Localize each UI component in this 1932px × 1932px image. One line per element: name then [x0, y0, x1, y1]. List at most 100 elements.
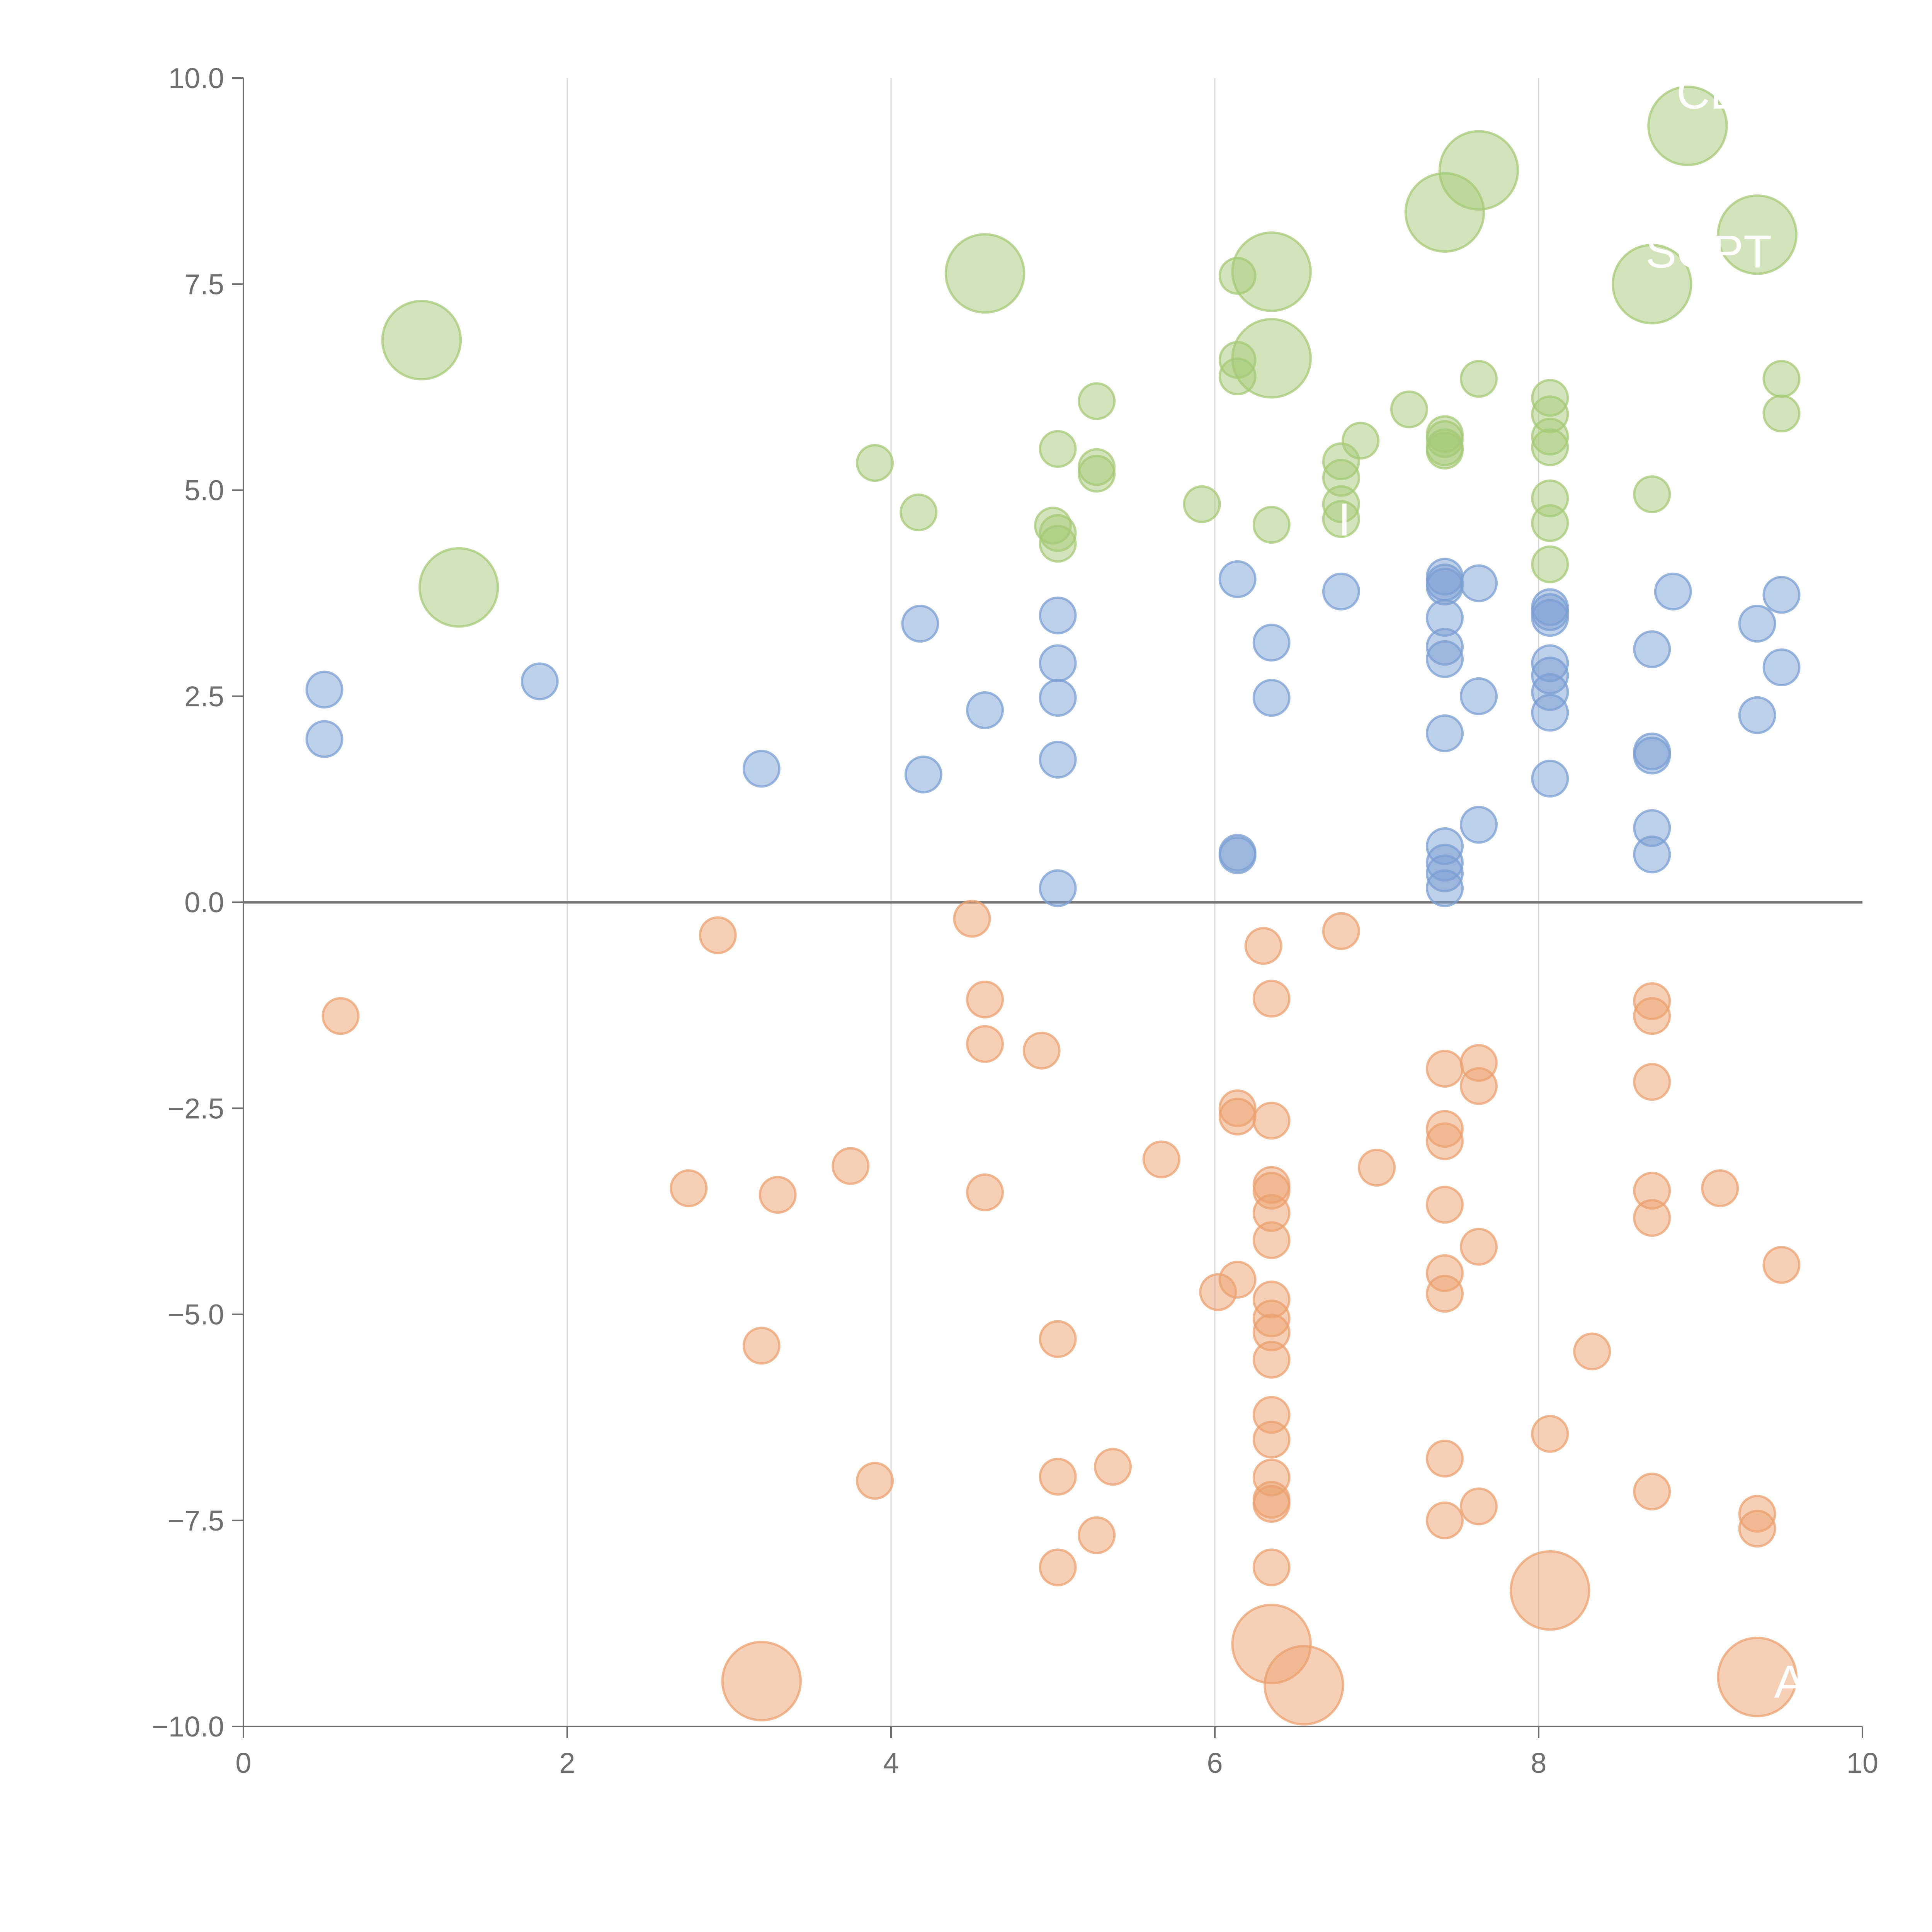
bubble-point: [1218, 560, 1257, 598]
bubble-point: [1252, 980, 1291, 1018]
x-tick-label: 4: [883, 1747, 899, 1779]
bubble-point: [1218, 836, 1257, 874]
bubble-point: [1252, 1102, 1291, 1140]
bubble-point: [1633, 475, 1671, 514]
bubble-point: [1717, 1636, 1798, 1718]
bubble-point: [1425, 1185, 1464, 1224]
bubble-point: [1039, 869, 1077, 907]
bubble-point: [1654, 572, 1692, 611]
bubble-point: [1252, 1548, 1291, 1587]
bubble-point: [1531, 760, 1569, 798]
bubble-point: [1231, 318, 1312, 399]
bubble-point: [1231, 231, 1312, 312]
bubble-point: [1322, 500, 1360, 538]
bubble-point: [520, 662, 559, 701]
bubble-point: [1633, 1063, 1671, 1101]
bubble-point: [1717, 194, 1798, 275]
bubble-point: [944, 233, 1026, 314]
bubble-point: [1022, 1031, 1061, 1070]
bubble-point: [832, 1147, 870, 1185]
bubble-point: [1039, 740, 1077, 779]
annotation-label: CE: [1677, 67, 1741, 119]
bubble-point: [1425, 640, 1464, 678]
bubble-point: [1573, 1332, 1611, 1371]
bubble-point: [699, 916, 737, 954]
bubble-point: [1039, 679, 1077, 717]
y-tick-label: −5.0: [168, 1299, 224, 1331]
bubble-point: [1425, 1439, 1464, 1478]
bubble-point: [1039, 1320, 1077, 1358]
bubble-point: [1647, 85, 1728, 166]
bubble-point: [1078, 382, 1116, 420]
bubble-point: [1425, 432, 1464, 470]
bubble-point: [1459, 564, 1498, 602]
bubble-point: [1039, 596, 1077, 634]
bubble-point: [1762, 1246, 1801, 1284]
bubble-point: [742, 750, 781, 788]
bubble-point: [966, 1173, 1004, 1211]
bubble-point: [1425, 1275, 1464, 1313]
annotation-label: SOPT: [1646, 226, 1772, 278]
bubble-point: [1738, 696, 1776, 734]
bubble-point: [1322, 572, 1360, 611]
bubble-point: [953, 900, 991, 938]
bubble-point: [1252, 1340, 1291, 1379]
bubble-point: [1078, 1516, 1116, 1554]
bubble-point: [1531, 545, 1569, 583]
bubble-point: [381, 300, 462, 381]
bubble-point: [1612, 244, 1692, 325]
x-tick-label: 6: [1207, 1747, 1223, 1779]
bubble-point: [1390, 390, 1428, 429]
bubble-point: [1459, 677, 1498, 715]
bubble-point: [1252, 506, 1291, 544]
bubble-point: [1459, 1487, 1498, 1526]
x-tick-label: 2: [559, 1747, 575, 1779]
bubble-point: [1094, 1448, 1132, 1486]
annotation-label: I: [1338, 494, 1351, 546]
bubble-point: [1510, 1550, 1590, 1631]
bubble-point: [900, 493, 938, 532]
bubble-point: [1039, 1458, 1077, 1496]
bubble-point: [1762, 395, 1801, 433]
bubble-point: [1762, 360, 1801, 398]
bubble-point: [1218, 1097, 1257, 1136]
y-tick-label: −7.5: [168, 1505, 224, 1537]
bubble-point: [1218, 1260, 1257, 1299]
bubble-point: [1531, 1415, 1569, 1453]
tick-layer: 0 2 4 6 8 10 10.0 7.5 5.0 2.5 0.0 −2.5 −5.0 −7.5 −10.0: [152, 62, 1878, 1779]
bubble-point: [1633, 1199, 1671, 1237]
bubble-point: [418, 547, 499, 628]
y-tick-label: −10.0: [152, 1711, 224, 1743]
bubble-point: [1738, 1510, 1776, 1548]
bubble-point: [1738, 605, 1776, 643]
bubble-point: [1425, 714, 1464, 752]
bubble-point: [305, 670, 344, 709]
bubble-point: [1633, 736, 1671, 775]
bubble-point: [1459, 1067, 1498, 1105]
bubble-point: [1531, 428, 1569, 466]
y-tick-label: 2.5: [184, 680, 224, 713]
bubble-point: [1701, 1169, 1739, 1208]
bubble-point: [1425, 1122, 1464, 1160]
bubble-point: [1762, 648, 1801, 687]
bubble-point: [901, 605, 939, 643]
annotation-layer: CE SOPT A I: [1338, 67, 1805, 1708]
bubble-point: [1425, 1501, 1464, 1539]
bubble-point: [904, 755, 942, 794]
bubble-point: [670, 1169, 708, 1208]
x-tick-label: 0: [235, 1747, 251, 1779]
bubble-point: [1142, 1140, 1180, 1179]
bubble-point: [1633, 1473, 1671, 1511]
y-tick-label: 0.0: [184, 886, 224, 918]
bubble-point: [966, 980, 1004, 1019]
bubble-point: [1039, 525, 1077, 563]
bubble-point: [966, 691, 1004, 730]
bubble-point: [305, 720, 344, 758]
bubble-point: [1264, 1645, 1344, 1726]
bubble-point: [1039, 430, 1077, 468]
bubble-point: [1183, 485, 1221, 523]
bubble-point: [1633, 997, 1671, 1035]
bubble-point: [1459, 1228, 1498, 1266]
